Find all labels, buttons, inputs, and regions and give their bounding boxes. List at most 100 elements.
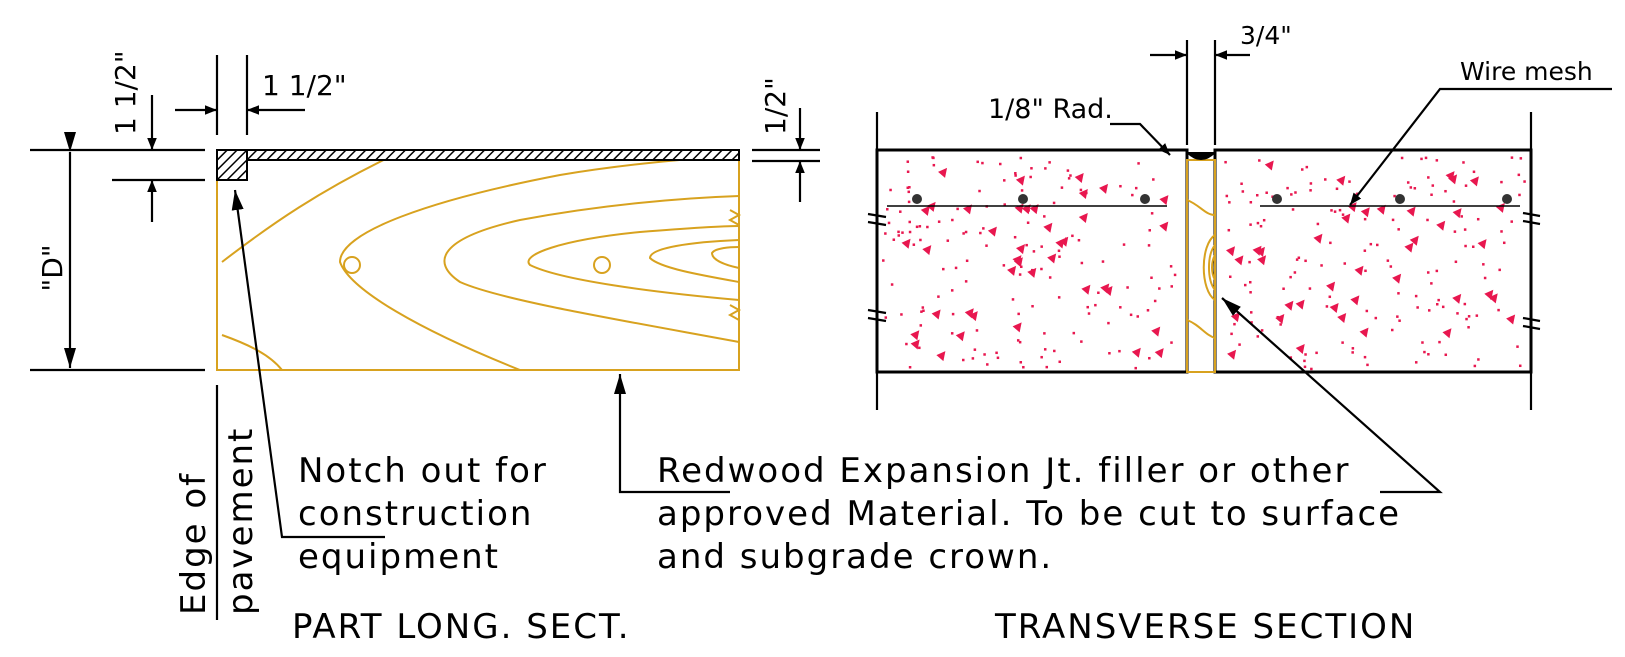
aggregate-dot [1300,168,1304,171]
aggregate-dot [1414,361,1418,364]
aggregate-dot [1435,159,1439,162]
aggregate-dot [1025,243,1028,247]
aggregate-dot [1071,234,1074,238]
aggregate-dot [1297,256,1301,260]
filler-leader-transverse [1221,297,1443,494]
aggregate-dot [1030,268,1034,272]
aggregate-dot [1498,268,1501,272]
right-vertical-dim-label: 1/2" [759,77,792,135]
aggregate-dot [1020,265,1023,269]
aggregate-dot [906,160,910,163]
aggregate-dot [1502,241,1506,245]
aggregate-dot [986,363,989,366]
aggregate-dot [1464,184,1468,187]
aggregate-dot [1048,161,1051,164]
wire-mesh-callout: Wire mesh [1349,57,1612,206]
aggregate-dot [1131,193,1134,197]
aggregate-dot [1431,184,1435,187]
aggregate-dot [1464,244,1467,248]
aggregate-dot [950,332,954,335]
aggregate-dot [1463,302,1467,306]
transverse-section: 3/4" 1/8" Rad. Wire mesh TRANSVERSE SECT… [867,21,1612,647]
aggregate-dot [1517,173,1521,177]
aggregate-stone [1081,284,1091,295]
aggregate-dot [918,225,922,228]
aggregate-dot [1519,157,1523,160]
aggregate-stone [1469,176,1479,187]
aggregate-dot [975,329,979,332]
aggregate-stone [1452,293,1462,304]
aggregate-dot [1224,160,1227,164]
aggregate-dot [1173,273,1177,277]
aggregate-dot [1170,341,1173,344]
aggregate-dot [918,346,921,350]
aggregate-dot [1510,220,1513,223]
aggregate-dot [889,188,892,192]
aggregate-dot [1291,208,1295,211]
aggregate-dot [1249,201,1253,204]
aggregate-dot [1086,305,1089,309]
aggregate-dot [979,231,982,235]
radius-callout: 1/8" Rad. [988,94,1171,156]
aggregate-dot [1137,162,1140,165]
aggregate-stone [1488,293,1498,304]
aggregate-stone [1336,175,1346,186]
aggregate-dot [1040,245,1043,248]
aggregate-dot [1238,343,1241,346]
aggregate-dot [1426,218,1429,222]
svg-text:Redwood Expansion Jt. filler o: Redwood Expansion Jt. filler or other [657,451,1350,491]
aggregate-dot [884,232,887,235]
aggregate-dot [922,309,925,312]
aggregate-dot [908,185,911,189]
aggregate-dot [897,230,900,234]
aggregate-dot [1460,215,1463,218]
aggregate-dot [1153,299,1157,303]
svg-text:and subgrade crown.: and subgrade crown. [657,537,1053,577]
aggregate-dot [1228,275,1232,279]
aggregate-stone [1295,299,1305,310]
aggregate-dot [919,324,923,327]
aggregate-dot [1477,358,1480,361]
aggregate-dot [1019,361,1023,364]
aggregate-dot [1013,235,1017,239]
aggregate-dot [1444,353,1448,357]
aggregate-dot [1101,260,1105,263]
aggregate-dot [1249,223,1252,226]
aggregate-dot [1058,255,1061,258]
aggregate-dot [964,230,968,234]
depth-dimension: "D" [36,132,76,368]
aggregate-dot [1510,156,1514,159]
aggregate-dot [1256,335,1260,338]
aggregate-dot [1391,218,1395,222]
aggregate-dot [1482,263,1485,266]
aggregate-dot [1058,360,1061,364]
aggregate-dot [1020,189,1024,192]
aggregate-stone [987,226,997,237]
aggregate-dot [973,348,977,351]
aggregate-dot [1002,264,1006,267]
aggregate-dot [1126,286,1129,289]
aggregate-dot [1014,171,1017,175]
aggregate-dot [932,163,936,167]
aggregate-dot [1409,186,1413,189]
aggregate-dot [1282,287,1285,290]
aggregate-dot [1338,208,1342,212]
aggregate-dot [1294,191,1297,194]
aggregate-dot [921,306,925,309]
long-section-title: PART LONG. SECT. [292,607,631,647]
aggregate-stone [1313,233,1323,244]
aggregate-dot [1333,210,1337,213]
aggregate-dot [886,208,889,211]
aggregate-stone [1100,283,1110,294]
aggregate-dot [1304,353,1307,356]
aggregate-stone [1264,160,1274,171]
aggregate-dot [1150,212,1154,215]
aggregate-dot [1490,297,1493,300]
aggregate-dot [908,365,912,369]
aggregate-dot [1286,186,1289,190]
aggregate-dot [1169,265,1173,268]
aggregate-dot [1003,179,1006,182]
aggregate-stone [1103,285,1113,296]
top-vertical-dim-label: 1 1/2" [109,50,142,135]
